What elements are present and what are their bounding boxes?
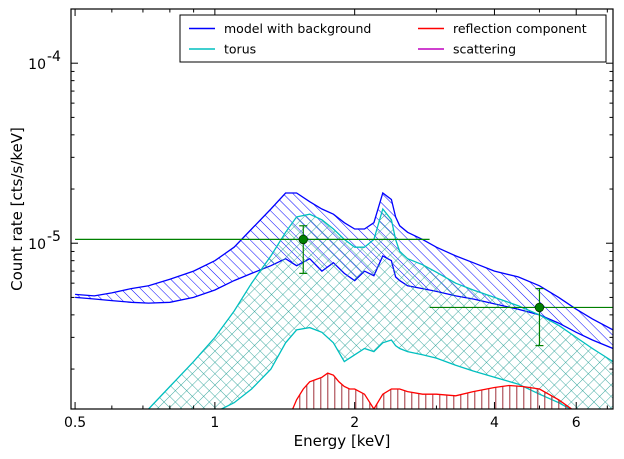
legend-label: scattering [453, 42, 516, 57]
x-tick-label: 6 [572, 415, 581, 431]
legend-label: reflection component [453, 21, 587, 36]
legend-entry: torus [189, 42, 256, 57]
data-point-marker [534, 302, 545, 313]
y-tick-label: 10 [28, 237, 46, 253]
reflection-line [291, 372, 573, 409]
y-axis-title: Count rate [cts/s/keV] [8, 127, 26, 291]
y-tick-label-exponent: -4 [47, 49, 61, 65]
plot-frame [70, 8, 614, 410]
x-tick-label: 4 [490, 415, 499, 431]
legend: model with background reflection componen… [179, 14, 607, 63]
plot-area [75, 191, 613, 409]
legend-entry: reflection component [418, 21, 587, 36]
x-axis-title: Energy [keV] [294, 432, 391, 450]
legend-label: torus [224, 42, 256, 57]
x-tick-label: 1 [210, 415, 219, 431]
axes: 0.5 1 2 4 610-510-4 [28, 8, 614, 431]
data-point-marker [298, 234, 308, 245]
legend-entry: model with background [189, 21, 371, 36]
torus-upper-line [148, 207, 613, 409]
legend-box [179, 14, 607, 63]
torus-lower-line [220, 326, 572, 409]
data-point-2 [429, 287, 613, 347]
x-tick-label: 0.5 [64, 415, 86, 431]
torus-band-fill [148, 209, 613, 409]
x-tick-label: 2 [350, 415, 359, 431]
y-tick-label-exponent: -5 [47, 229, 61, 245]
y-tick-label: 10 [28, 57, 46, 73]
reflection-hatch [292, 373, 567, 409]
data-point-1 [75, 225, 430, 274]
model-upper-line [75, 191, 613, 331]
legend-label: model with background [224, 21, 371, 36]
legend-entry: scattering [418, 42, 516, 57]
